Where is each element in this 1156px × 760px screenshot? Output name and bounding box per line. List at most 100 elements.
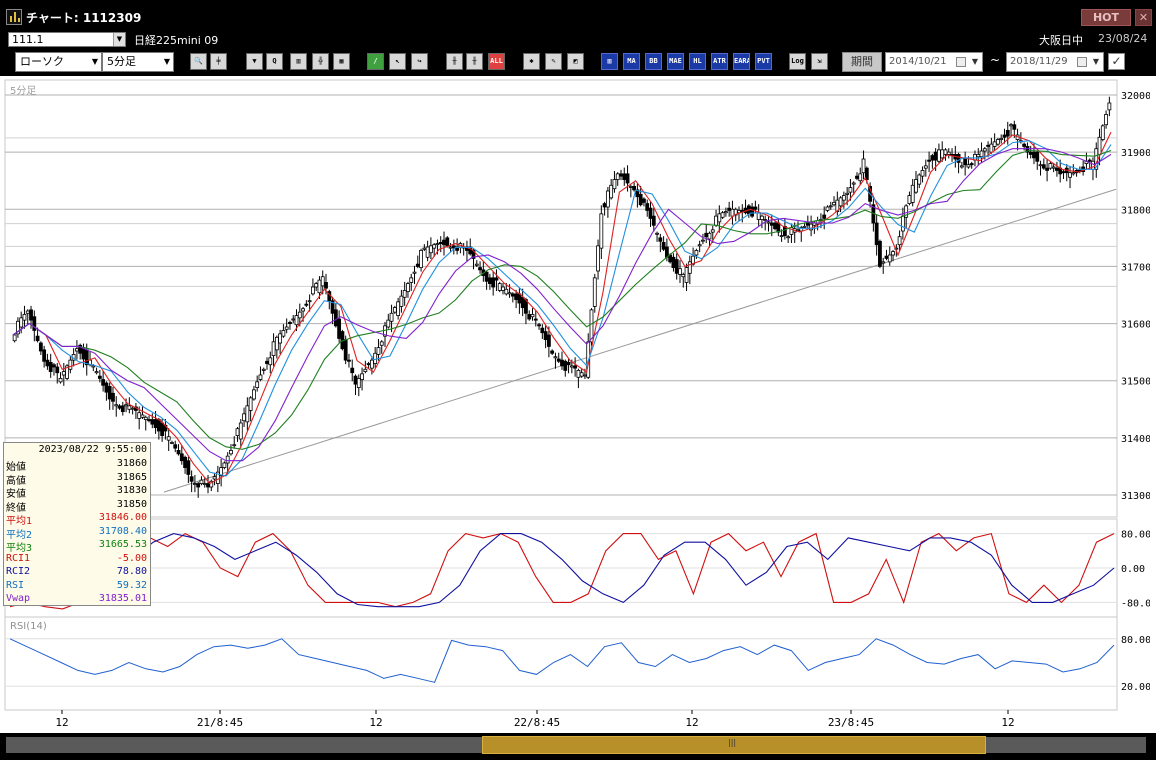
color-icon[interactable]: ◩: [567, 53, 584, 70]
pvt-icon[interactable]: PVT: [755, 53, 772, 70]
candle-body: [389, 312, 394, 322]
range-separator: ~: [990, 53, 1001, 67]
candle-body: [982, 148, 987, 152]
price-tick-label: 31900: [1121, 148, 1150, 159]
close-button[interactable]: ✕: [1135, 9, 1152, 26]
candle-body: [206, 483, 210, 488]
candle-body: [959, 165, 964, 168]
hot-button[interactable]: HOT: [1081, 9, 1131, 26]
candle-body: [779, 235, 784, 237]
candle-body: [858, 173, 863, 182]
candle-body: [691, 255, 696, 265]
candle-body: [1045, 167, 1049, 171]
pattern-icon[interactable]: ╬: [312, 53, 329, 70]
candle-body: [42, 349, 47, 362]
candle-body: [881, 261, 886, 264]
candle-body: [1012, 124, 1017, 130]
candle-body: [363, 368, 368, 372]
apply-check-button[interactable]: ✓: [1108, 53, 1125, 70]
chevron-down-icon[interactable]: ▼: [1092, 57, 1099, 66]
instrument-code-input[interactable]: 111.1 ▼: [8, 32, 126, 47]
candle-body: [504, 288, 509, 295]
candle-body: [920, 170, 925, 177]
candle-body: [179, 453, 184, 462]
crosshair-icon[interactable]: ╪: [210, 53, 227, 70]
info-label: 高値: [6, 475, 26, 487]
ma-icon[interactable]: MA: [623, 53, 640, 70]
date-from-input[interactable]: 2014/10/21 ▼: [885, 52, 983, 72]
grid-toggle-icon[interactable]: ▦: [333, 53, 350, 70]
candle-body: [760, 215, 764, 220]
chevron-down-icon[interactable]: ▼: [113, 33, 125, 46]
calendar-icon[interactable]: [1077, 57, 1087, 67]
candle-add-icon[interactable]: ╫: [446, 53, 463, 70]
candle-body: [841, 195, 846, 201]
info-value: 31835.01: [98, 593, 147, 604]
candle-body: [255, 381, 260, 388]
scroll-thumb[interactable]: [482, 736, 986, 754]
settings-icon[interactable]: ✱: [523, 53, 540, 70]
zoom-icon[interactable]: 🔍: [190, 53, 207, 70]
candle-body: [153, 419, 158, 428]
candle-body: [91, 365, 96, 368]
period-button[interactable]: 期間: [842, 52, 882, 72]
price-panel: [4, 79, 1118, 518]
interval-chart-label: 5分足: [10, 86, 37, 97]
mae-icon[interactable]: MAE: [667, 53, 684, 70]
eara-icon[interactable]: EARA: [733, 53, 750, 70]
brush-icon[interactable]: ✎: [545, 53, 562, 70]
chart-type-select[interactable]: ローソク ▼: [15, 52, 102, 72]
search-chart-icon[interactable]: Q: [266, 53, 283, 70]
all-icon[interactable]: ALL: [488, 53, 505, 70]
candle-remove-icon[interactable]: ╫: [466, 53, 483, 70]
price-tick-label: 32000: [1121, 91, 1150, 102]
candle-body: [252, 389, 256, 400]
x-tick-label: 12: [685, 716, 698, 729]
info-label: Vwap: [6, 593, 31, 604]
candle-body: [124, 404, 128, 407]
candle-body: [242, 413, 246, 422]
log-icon[interactable]: Log: [789, 53, 806, 70]
calendar-icon[interactable]: [956, 57, 966, 67]
chevron-down-icon[interactable]: ▼: [971, 57, 978, 66]
candle-body: [301, 308, 305, 312]
info-row: 始値 31860: [4, 458, 150, 473]
bb-icon[interactable]: BB: [645, 53, 662, 70]
candle-body: [651, 215, 656, 226]
candle-body: [530, 314, 535, 318]
candle-body: [297, 311, 302, 319]
volume-icon[interactable]: ▥: [601, 53, 618, 70]
scroll-grip-icon[interactable]: |||: [728, 738, 737, 747]
interval-select[interactable]: 5分足 ▼: [102, 52, 174, 72]
candle-body: [533, 318, 538, 321]
candle-body: [891, 251, 895, 256]
candle-body: [828, 205, 833, 208]
candle-body: [97, 375, 102, 379]
x-tick-label: 12: [369, 716, 382, 729]
date-to-input[interactable]: 2018/11/29 ▼: [1006, 52, 1104, 72]
candle-body: [474, 263, 479, 266]
candle-body: [343, 339, 348, 361]
candle-body: [658, 237, 663, 242]
candle-body: [278, 333, 283, 344]
candle-body: [258, 374, 263, 380]
line-draw-icon[interactable]: /: [367, 53, 384, 70]
candle-body: [769, 222, 774, 226]
candle-body: [645, 203, 650, 211]
candle-body: [317, 279, 322, 294]
candle-body: [438, 242, 443, 244]
candle-body: [435, 243, 440, 245]
hl-icon[interactable]: HL: [689, 53, 706, 70]
bar-tool-icon[interactable]: ▥: [290, 53, 307, 70]
price-chart[interactable]: 32000 31900 31800 31700 31600 31500 31400 31300…: [4, 78, 1156, 733]
candle-tool-icon[interactable]: ▼: [246, 53, 263, 70]
candle-body: [930, 155, 935, 161]
cursor-icon[interactable]: ↪: [411, 53, 428, 70]
pointer-icon[interactable]: ↖: [389, 53, 406, 70]
atr-icon[interactable]: ATR: [711, 53, 728, 70]
export-icon[interactable]: ⇲: [811, 53, 828, 70]
candle-body: [632, 186, 637, 191]
candle-body: [271, 341, 276, 356]
chart-area[interactable]: 32000 31900 31800 31700 31600 31500 31400 31300…: [4, 78, 1156, 733]
info-label: 平均2: [6, 529, 33, 541]
